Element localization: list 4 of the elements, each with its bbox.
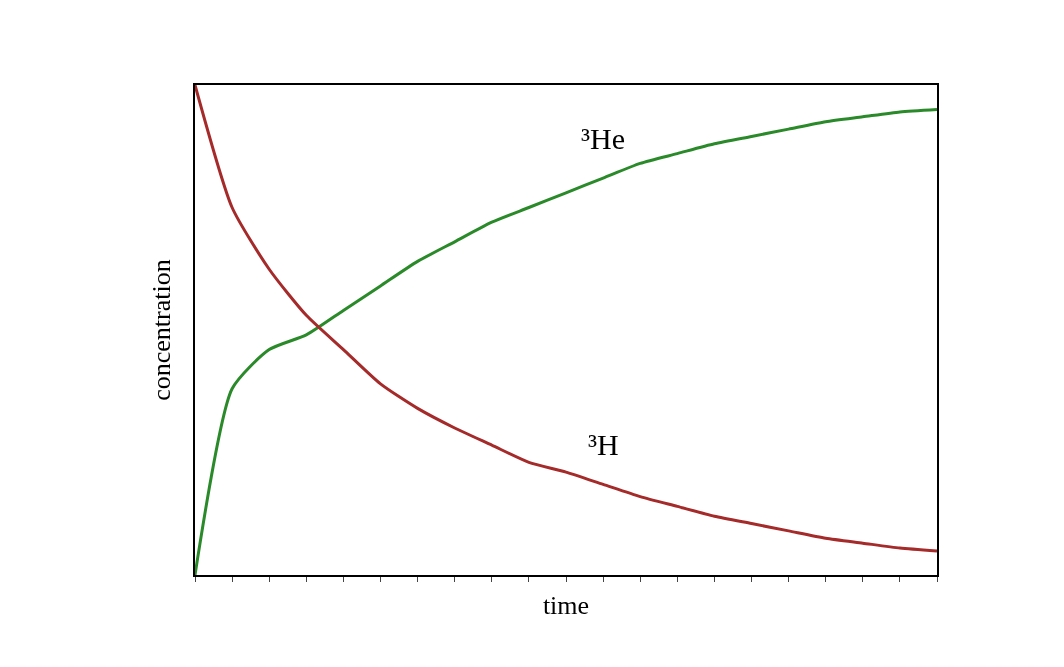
x-axis-title: time [542, 591, 590, 621]
series-label: ³He [581, 122, 625, 155]
series-label: ³H [588, 428, 619, 461]
y-axis-title: concentration [146, 259, 176, 401]
